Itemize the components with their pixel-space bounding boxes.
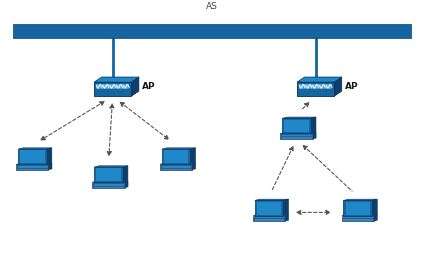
FancyBboxPatch shape — [257, 202, 281, 215]
FancyBboxPatch shape — [96, 168, 121, 181]
Polygon shape — [160, 163, 196, 164]
FancyBboxPatch shape — [17, 164, 48, 170]
Polygon shape — [374, 215, 377, 221]
FancyBboxPatch shape — [14, 24, 410, 38]
FancyBboxPatch shape — [284, 120, 309, 132]
FancyBboxPatch shape — [164, 150, 188, 163]
FancyBboxPatch shape — [253, 215, 285, 221]
Polygon shape — [312, 132, 316, 139]
Polygon shape — [94, 166, 128, 167]
FancyBboxPatch shape — [162, 149, 190, 165]
FancyBboxPatch shape — [160, 164, 192, 170]
Polygon shape — [280, 132, 316, 133]
Text: AP: AP — [142, 82, 156, 91]
Polygon shape — [372, 199, 377, 216]
Polygon shape — [47, 148, 52, 165]
FancyBboxPatch shape — [96, 84, 129, 89]
FancyBboxPatch shape — [343, 200, 372, 216]
Polygon shape — [282, 117, 316, 118]
Text: AP: AP — [345, 82, 359, 91]
FancyBboxPatch shape — [18, 149, 47, 165]
Polygon shape — [283, 199, 288, 216]
Polygon shape — [48, 163, 52, 170]
Polygon shape — [18, 148, 52, 149]
Polygon shape — [311, 117, 316, 134]
FancyBboxPatch shape — [297, 82, 334, 96]
Text: AS: AS — [206, 2, 218, 11]
FancyBboxPatch shape — [299, 84, 332, 89]
Polygon shape — [192, 163, 196, 170]
Polygon shape — [334, 77, 342, 96]
Polygon shape — [94, 77, 139, 82]
FancyBboxPatch shape — [342, 215, 374, 221]
FancyBboxPatch shape — [94, 167, 123, 182]
FancyBboxPatch shape — [255, 200, 283, 216]
FancyBboxPatch shape — [20, 150, 45, 163]
FancyBboxPatch shape — [280, 133, 312, 139]
FancyBboxPatch shape — [94, 82, 131, 96]
Polygon shape — [131, 77, 139, 96]
Polygon shape — [17, 163, 52, 164]
Polygon shape — [125, 181, 128, 188]
Polygon shape — [285, 215, 289, 221]
FancyBboxPatch shape — [346, 202, 370, 215]
Polygon shape — [343, 199, 377, 200]
Polygon shape — [255, 199, 288, 200]
FancyBboxPatch shape — [282, 118, 311, 134]
Polygon shape — [123, 166, 128, 182]
Polygon shape — [92, 181, 128, 182]
Polygon shape — [297, 77, 342, 82]
Polygon shape — [162, 148, 195, 149]
Polygon shape — [190, 148, 195, 165]
FancyBboxPatch shape — [92, 182, 125, 188]
